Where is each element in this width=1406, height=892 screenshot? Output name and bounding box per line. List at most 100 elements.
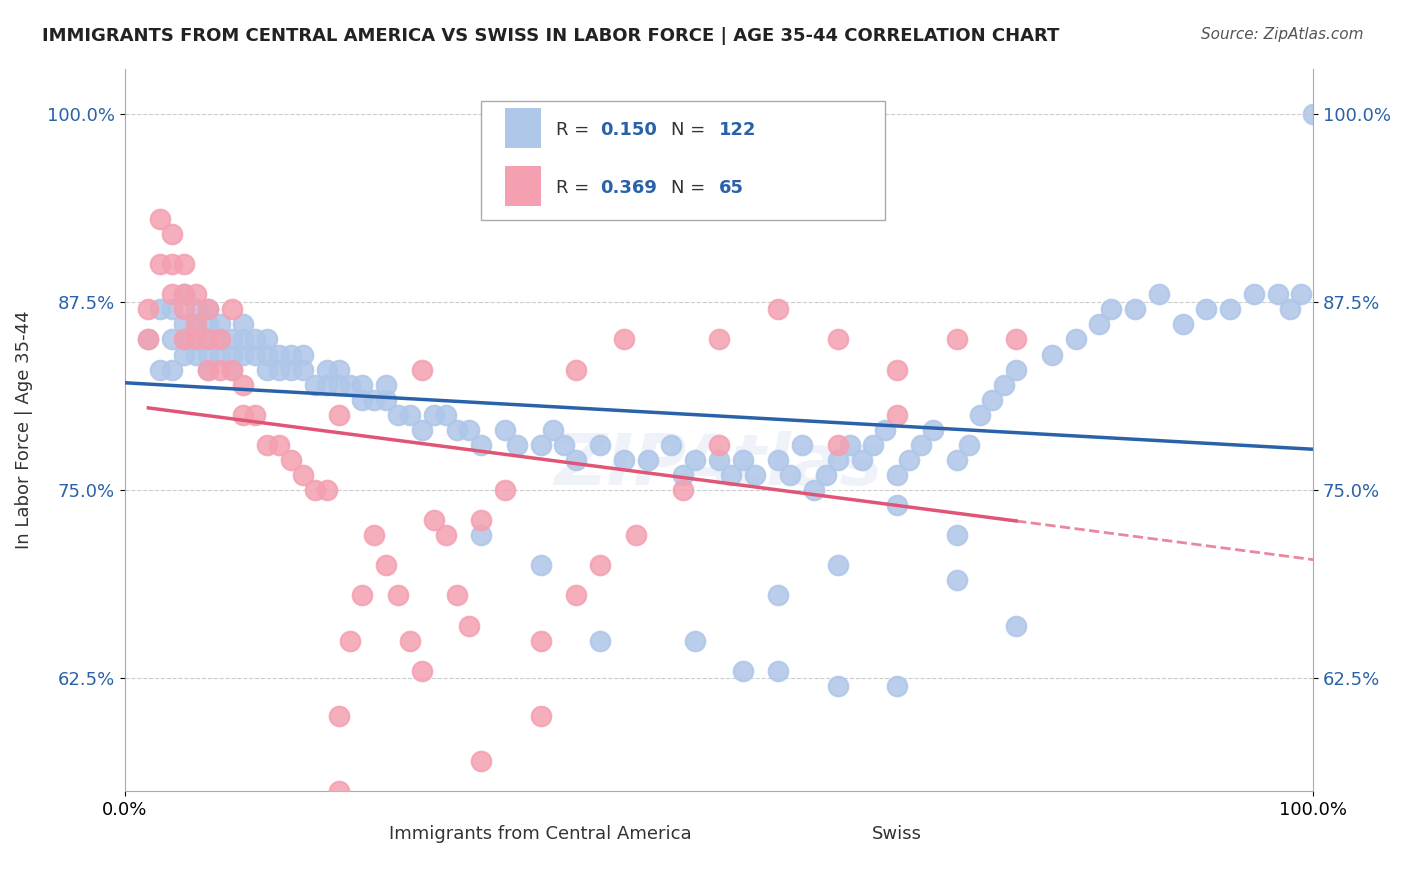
Point [434,528,457,542]
Point [458,618,481,632]
Point [232,408,254,422]
Point [184,333,207,347]
Point [291,347,314,361]
Text: N =: N = [672,178,711,197]
Text: Source: ZipAtlas.com: Source: ZipAtlas.com [1201,27,1364,42]
Point [269,347,291,361]
Point [315,362,337,376]
Point [422,408,444,422]
Point [221,347,243,361]
Point [221,302,243,317]
Point [328,709,350,723]
Point [910,438,932,452]
Circle shape [440,823,475,846]
Point [792,438,814,452]
Point [269,362,291,376]
Point [245,347,267,361]
Point [672,483,695,497]
Point [221,362,243,376]
Point [530,558,553,573]
Point [184,347,207,361]
Point [720,467,742,482]
Point [221,362,243,376]
Point [232,333,254,347]
Point [886,408,908,422]
Point [208,362,231,376]
Point [541,423,564,437]
Point [945,574,967,588]
Point [875,423,897,437]
Point [387,408,409,422]
Point [886,498,908,512]
Point [173,302,195,317]
Point [1171,318,1194,332]
Point [149,212,172,227]
Point [399,408,422,422]
Point [173,257,195,271]
Point [269,438,291,452]
Point [494,483,516,497]
Point [291,467,314,482]
Point [589,438,612,452]
Point [613,453,636,467]
Point [768,453,790,467]
Point [256,438,278,452]
Point [197,302,219,317]
Point [637,453,659,467]
Point [315,377,337,392]
Point [1195,302,1218,317]
Point [184,318,207,332]
Point [173,333,195,347]
Point [363,392,385,407]
Point [245,333,267,347]
FancyBboxPatch shape [481,101,886,220]
Text: 122: 122 [718,121,756,139]
Point [1219,302,1241,317]
Point [494,423,516,437]
Point [197,318,219,332]
Point [197,362,219,376]
Point [827,558,849,573]
Point [197,333,219,347]
Point [744,467,766,482]
Point [173,333,195,347]
Point [256,362,278,376]
Point [886,467,908,482]
Point [160,227,183,241]
Point [184,287,207,301]
Point [160,302,183,317]
Point [981,392,1004,407]
Point [375,377,398,392]
Point [1267,287,1289,301]
Point [1099,302,1122,317]
Point [184,302,207,317]
Point [768,302,790,317]
Point [160,287,183,301]
Point [624,528,647,542]
Point [565,362,588,376]
Point [814,467,837,482]
Point [221,333,243,347]
Point [184,318,207,332]
Point [375,392,398,407]
Point [363,528,385,542]
Circle shape [785,823,820,846]
Point [232,377,254,392]
Point [707,333,730,347]
Point [352,392,374,407]
Point [530,633,553,648]
Point [291,362,314,376]
Point [245,408,267,422]
Point [197,347,219,361]
Point [197,362,219,376]
Point [530,438,553,452]
Point [138,302,160,317]
Point [328,408,350,422]
Point [589,633,612,648]
Point [446,588,468,602]
Y-axis label: In Labor Force | Age 35-44: In Labor Force | Age 35-44 [15,310,32,549]
Point [173,318,195,332]
Point [768,588,790,602]
Text: N =: N = [672,121,711,139]
Point [851,453,873,467]
